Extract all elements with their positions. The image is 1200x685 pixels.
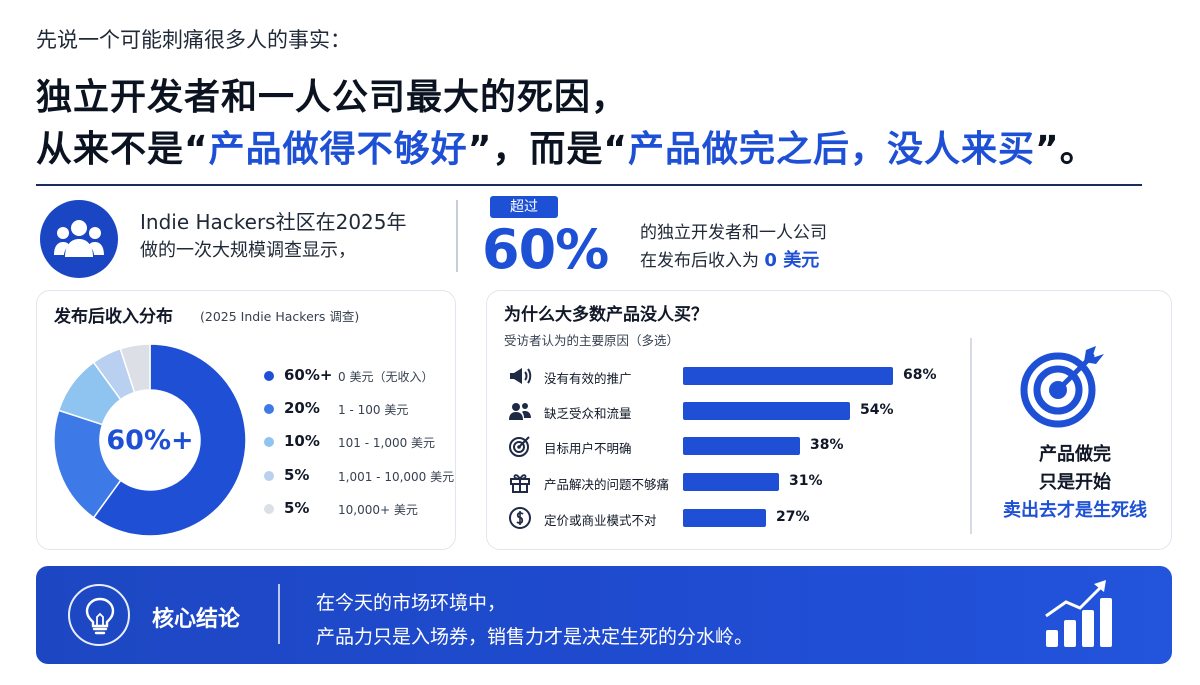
reason-label: 定价或商业模式不对 xyxy=(544,513,657,528)
legend-percentage: 5% xyxy=(284,499,310,517)
over-chip: 超过 xyxy=(490,196,558,218)
reason-label: 没有有效的推广 xyxy=(544,371,632,386)
dollar-icon xyxy=(508,506,532,530)
reasons-divider xyxy=(970,338,972,534)
legend-swatch xyxy=(264,404,274,414)
reasons-chart-title: 为什么大多数产品没人买？ xyxy=(504,305,708,325)
stat-description-line-2: 在发布后收入为 0 美元 xyxy=(640,246,819,272)
headline-line-2: 从来不是“产品做得不够好”，而是“产品做完之后，没人来买”。 xyxy=(36,120,1097,172)
community-badge xyxy=(40,200,118,278)
reason-bar xyxy=(683,367,893,385)
header-divider xyxy=(36,184,1142,186)
headline-highlight: 产品做得不够好 xyxy=(208,129,468,170)
reason-bar xyxy=(683,509,766,527)
survey-source-line-2: 做的一次大规模调查显示， xyxy=(140,240,356,261)
intro-text: 先说一个可能刺痛很多人的事实： xyxy=(36,28,351,52)
reason-value-label: 31% xyxy=(789,473,823,489)
lightbulb-badge xyxy=(68,584,130,646)
reason-label: 缺乏受众和流量 xyxy=(544,406,632,421)
pie-slice xyxy=(92,343,247,537)
legend-range-label: 10,000+ 美元 xyxy=(338,503,418,517)
reason-bar xyxy=(683,402,850,420)
reason-bar xyxy=(683,437,800,455)
users-icon xyxy=(54,220,104,257)
growth-chart-icon xyxy=(1045,580,1112,647)
reason-value-label: 38% xyxy=(810,437,844,453)
megaphone-icon xyxy=(508,364,532,388)
donut-center-label: 60%+ xyxy=(106,425,194,456)
side-note-line-1: 产品做完 xyxy=(1039,444,1111,465)
lightbulb-icon xyxy=(85,597,115,635)
zero-revenue-highlight: 0 美元 xyxy=(764,250,820,271)
reasons-panel xyxy=(486,290,1172,550)
reasons-chart-subtitle: 受访者认为的主要原因（多选） xyxy=(504,333,680,348)
conclusion-banner xyxy=(36,566,1172,664)
headline-part: 从来不是“ xyxy=(36,129,209,170)
headline-part: ”。 xyxy=(1035,129,1097,170)
big-percentage: 60% xyxy=(482,218,609,281)
conclusion-line-2: 产品力只是入场券，销售力才是决定生死的分水岭。 xyxy=(316,626,754,648)
conclusion-line-1: 在今天的市场环境中， xyxy=(316,592,507,614)
legend-range-label: 1 - 100 美元 xyxy=(338,403,409,417)
headline-part: ”，而是“ xyxy=(467,129,629,170)
legend-swatch xyxy=(264,437,274,447)
stat-divider xyxy=(456,200,458,272)
headline-highlight: 产品做完之后，没人来买 xyxy=(628,129,1036,170)
legend-range-label: 1,001 - 10,000 美元 xyxy=(338,470,455,484)
legend-swatch xyxy=(264,471,274,481)
pie-chart-subtitle: (2025 Indie Hackers 调查) xyxy=(200,309,360,324)
headline-line-1: 独立开发者和一人公司最大的死因， xyxy=(36,77,629,118)
target-arrow-icon xyxy=(1020,346,1104,428)
users-icon xyxy=(508,399,532,423)
stat-description-line-1: 的独立开发者和一人公司 xyxy=(640,223,827,243)
legend-range-label: 101 - 1,000 美元 xyxy=(338,436,436,450)
conclusion-label: 核心结论 xyxy=(152,607,241,632)
pie-chart-title: 发布后收入分布 xyxy=(54,307,173,327)
legend-percentage: 20% xyxy=(284,399,320,417)
legend-range-label: 0 美元（无收入） xyxy=(338,370,434,384)
reason-label: 产品解决的问题不够痛 xyxy=(544,477,670,492)
legend-swatch xyxy=(264,504,274,514)
legend-percentage: 10% xyxy=(284,432,320,450)
side-note-line-3: 卖出去才是生死线 xyxy=(1003,500,1147,521)
reason-value-label: 54% xyxy=(860,402,894,418)
banner-divider xyxy=(278,584,280,644)
pie-slice xyxy=(119,343,151,394)
reason-label: 目标用户不明确 xyxy=(544,441,632,456)
legend-percentage: 5% xyxy=(284,466,310,484)
gift-icon xyxy=(508,470,532,494)
legend-swatch xyxy=(264,371,274,381)
reason-value-label: 68% xyxy=(903,367,937,383)
target-icon xyxy=(508,434,532,458)
reason-value-label: 27% xyxy=(776,509,810,525)
legend-percentage: 60%+ xyxy=(284,366,333,384)
reason-bar xyxy=(683,473,779,491)
stat-line2-prefix: 在发布后收入为 xyxy=(640,251,765,271)
revenue-donut-chart xyxy=(53,343,247,537)
side-note-line-2: 只是开始 xyxy=(1039,472,1111,493)
survey-source-line-1: Indie Hackers社区在2025年 xyxy=(140,210,407,234)
